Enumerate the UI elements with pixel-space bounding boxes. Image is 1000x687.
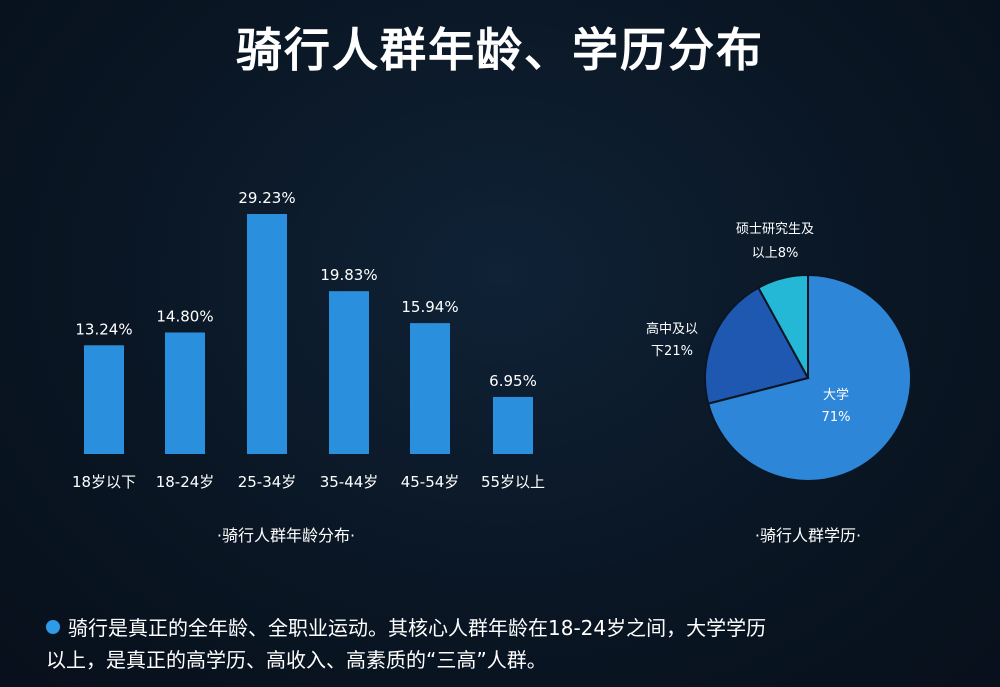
bar-category-label: 55岁以上 (481, 473, 545, 491)
bar-category-label: 18-24岁 (156, 473, 215, 491)
bar-category-label: 25-34岁 (238, 473, 297, 491)
bar-0 (84, 345, 124, 454)
bar-1 (165, 332, 205, 454)
bar-value-label: 14.80% (156, 307, 213, 325)
pie-slice-0 (707, 273, 912, 482)
education-chart-caption: ·骑行人群学历· (755, 526, 861, 545)
page-title: 骑行人群年龄、学历分布 (236, 23, 764, 77)
summary-line-1: 骑行是真正的全年龄、全职业运动。其核心人群年龄在18-24岁之间，大学学历 (68, 616, 767, 640)
bar-category-label: 18岁以下 (72, 473, 136, 491)
bullet-dot-icon (46, 620, 60, 634)
bar-value-label: 13.24% (75, 320, 132, 338)
bar-value-label: 15.94% (401, 298, 458, 316)
bar-3 (329, 291, 369, 454)
pie-slice-2 (757, 273, 809, 379)
summary-note: 骑行是真正的全年龄、全职业运动。其核心人群年龄在18-24岁之间，大学学历 以上… (46, 612, 976, 676)
pie-slice-label: 高中及以 (646, 321, 698, 337)
age-bar-chart: 13.24% 18岁以下 14.80% 18-24岁 29.23% 25-34岁 19.83… (72, 189, 545, 491)
bar-category-label: 45-54岁 (401, 473, 460, 491)
pie-slice-label: 硕士研究生及 (736, 222, 814, 237)
bar-5 (493, 396, 533, 454)
pie-slice-label: 大学 (823, 387, 849, 403)
pie-slice-1 (704, 286, 810, 405)
bar-category-label: 35-44岁 (320, 473, 379, 491)
bar-value-label: 6.95% (489, 372, 537, 390)
bar-2 (247, 214, 287, 454)
pie-slice-label: 以上8% (752, 246, 799, 261)
bar-value-label: 19.83% (320, 266, 377, 284)
pie-slice-label: 下21% (651, 344, 693, 359)
bar-value-label: 29.23% (238, 189, 295, 207)
pie-slice-label: 71% (822, 410, 851, 425)
summary-line-2: 以上，是真正的高学历、高收入、高素质的“三高”人群。 (46, 648, 547, 672)
age-chart-caption: ·骑行人群年龄分布· (217, 526, 355, 545)
bar-4 (410, 323, 450, 454)
